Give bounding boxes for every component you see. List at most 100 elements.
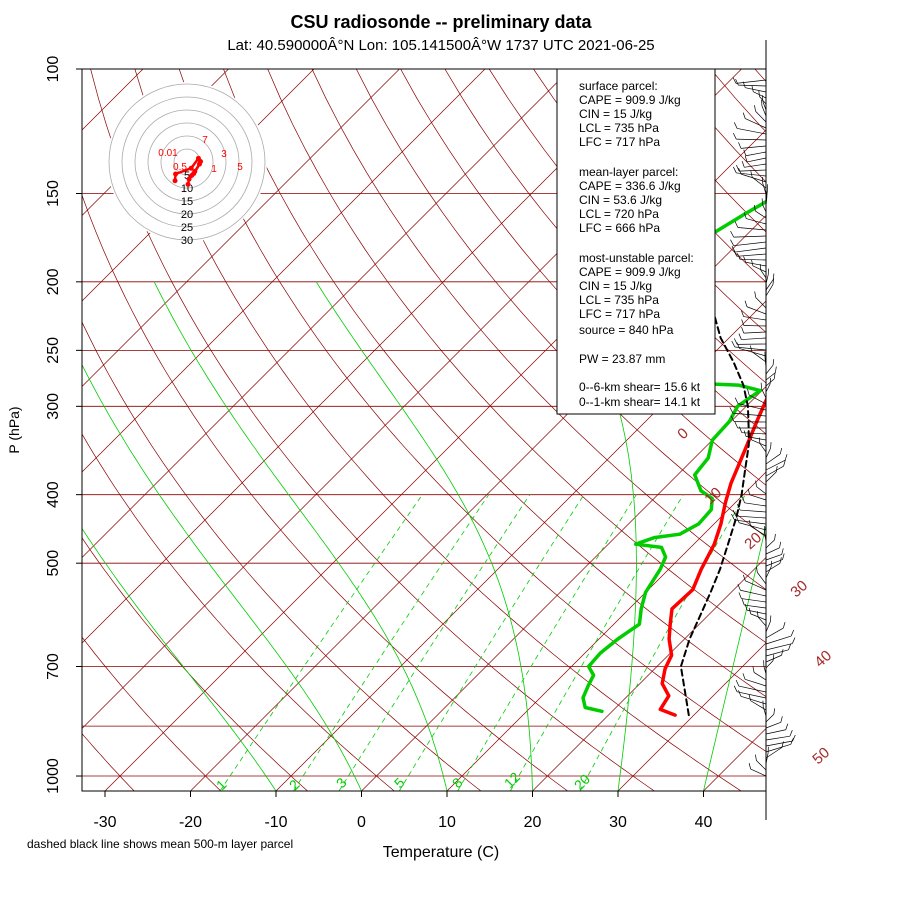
wind-barb-flag	[781, 548, 784, 555]
moist-adiabat-line	[82, 363, 362, 791]
wind-barb	[749, 494, 767, 501]
wind-barb-flag	[730, 230, 735, 238]
wind-barb	[744, 604, 767, 609]
hodograph-height-label: 7	[202, 135, 208, 146]
wind-barb-flag	[772, 278, 775, 285]
chart-title: CSU radiosonde -- preliminary data	[290, 12, 592, 32]
wind-barb	[735, 79, 767, 84]
dry-adiabat-line	[82, 636, 222, 791]
wind-barb-flag	[737, 584, 741, 591]
mu-parcel-line: source = 840 hPa	[579, 323, 674, 337]
mixing-ratio-label: 3	[333, 774, 350, 791]
wind-barb	[765, 554, 782, 561]
wind-barb	[739, 509, 767, 513]
wind-barb-flag	[755, 754, 757, 761]
wind-barb-flag	[733, 166, 737, 174]
wind-barb-flag	[734, 221, 739, 228]
isotherm-label: 0	[674, 425, 692, 443]
wind-barb-flag	[744, 603, 748, 611]
wind-barb	[759, 443, 767, 453]
wind-barb	[765, 562, 781, 573]
wind-barb	[743, 316, 767, 321]
temperature-trace	[658, 396, 766, 717]
mean-parcel-line: CIN = 53.6 J/kg	[579, 193, 662, 207]
wind-barb	[765, 453, 781, 465]
wind-barb	[757, 572, 767, 585]
wind-barb	[762, 204, 767, 213]
wind-barb-flag	[792, 637, 796, 644]
mixing-ratio-line	[338, 494, 531, 791]
wind-barb	[735, 515, 767, 519]
wind-barb	[739, 169, 767, 172]
wind-barbs-column	[729, 40, 796, 820]
wind-barb-flag	[775, 366, 777, 373]
wind-barb-flag	[780, 716, 783, 723]
wind-barb-flag	[770, 560, 772, 567]
wind-barb-flag	[790, 629, 795, 637]
wind-barb	[736, 138, 767, 141]
wind-barb-flag	[742, 112, 746, 119]
wind-barb	[764, 532, 767, 543]
hodograph-height-label: 0.5	[173, 162, 187, 173]
wind-barb	[752, 265, 767, 273]
wind-barb	[765, 729, 786, 735]
wind-barb	[750, 525, 767, 537]
wind-barb	[735, 247, 767, 253]
wind-barb	[762, 706, 767, 717]
wind-barb	[744, 163, 767, 168]
wind-barb	[765, 752, 769, 765]
wind-barb-flag	[779, 447, 783, 454]
wind-barb-flag	[772, 654, 775, 661]
wind-barb-flag	[741, 161, 745, 168]
hodograph-background	[107, 82, 267, 242]
wind-barb-flag	[782, 621, 786, 629]
wind-barb	[765, 364, 774, 375]
y-tick-label: 200	[45, 268, 62, 295]
wind-barb	[755, 297, 767, 309]
wind-barb	[750, 768, 767, 777]
dry-adiabat-line	[710, 69, 766, 133]
wind-barb-flag	[743, 430, 747, 437]
wind-barb	[765, 197, 768, 207]
wind-barb-flag	[738, 690, 742, 697]
wind-barb	[765, 721, 781, 729]
x-tick-label: -10	[264, 814, 287, 831]
moist-adiabat-line	[82, 527, 277, 791]
wind-barb	[755, 110, 767, 123]
wind-barb	[762, 101, 767, 111]
x-tick-label: -30	[93, 814, 116, 831]
wind-barb	[743, 325, 767, 327]
surface-parcel-line: LFC = 717 hPa	[579, 135, 660, 149]
moist-adiabat-line	[315, 281, 533, 791]
wind-barb	[765, 559, 783, 567]
dry-adiabat-line	[311, 69, 766, 590]
wind-barb-flag	[738, 142, 742, 149]
wind-barb-flag	[730, 239, 735, 246]
wind-barb	[738, 685, 767, 693]
hodograph-height-label: 3	[221, 149, 227, 160]
wind-barb	[765, 547, 780, 555]
wind-barb-flag	[742, 496, 745, 503]
wind-barb-flag	[749, 433, 752, 441]
wind-barb	[764, 357, 767, 369]
surface-parcel-title: surface parcel:	[579, 79, 658, 93]
wind-barb-flag	[737, 253, 741, 260]
wind-barb	[736, 253, 767, 257]
dry-adiabat-line	[82, 194, 568, 791]
wind-barb	[765, 372, 776, 381]
mixing-ratio-line	[510, 494, 684, 791]
wind-barb	[746, 436, 767, 441]
dry-adiabat-line	[178, 69, 766, 752]
isotherm-line	[532, 557, 766, 791]
wind-barb-flag	[754, 291, 757, 298]
dry-adiabat-line	[488, 69, 766, 384]
wind-barb	[765, 740, 793, 747]
wind-barb	[756, 486, 767, 495]
wind-barb-flag	[743, 149, 747, 156]
wind-barb-flag	[758, 90, 760, 97]
wind-barb	[765, 635, 792, 645]
wind-barb-flag	[732, 77, 737, 84]
dry-adiabat-line	[844, 69, 900, 791]
isotherm-line	[82, 69, 571, 558]
